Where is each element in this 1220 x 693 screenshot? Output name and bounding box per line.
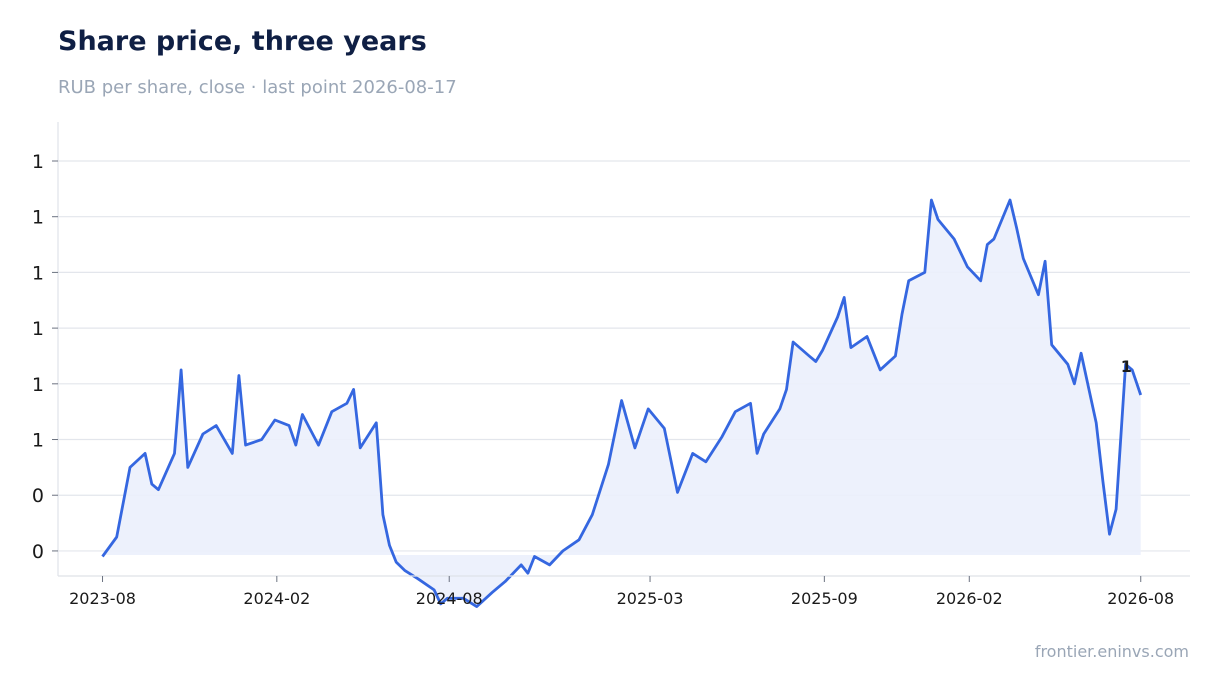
x-tick-label: 2026-02 [936, 589, 1003, 608]
x-tick-label: 2024-02 [243, 589, 310, 608]
chart-subtitle: RUB per share, close · last point 2026-0… [58, 77, 457, 98]
last-point-label: 1 [1121, 357, 1132, 376]
x-tick-label: 2023-08 [69, 589, 136, 608]
source-credit: frontier.eninvs.com [1034, 642, 1189, 661]
chart-title: Share price, three years [58, 26, 427, 57]
price-line [101, 198, 1143, 608]
axes [57, 122, 1190, 577]
y-tick-label: 0 [32, 541, 44, 563]
y-tick-label: 1 [32, 318, 44, 340]
y-tick-label: 1 [32, 151, 44, 173]
x-tick-label: 2025-09 [791, 589, 858, 608]
x-tick-label: 2024-08 [416, 589, 483, 608]
y-tick-label: 0 [32, 485, 44, 507]
x-tick-label: 2025-03 [617, 589, 684, 608]
y-tick-label: 1 [32, 430, 44, 452]
y-axis-ticks: 0 0 1 1 1 1 1 1 [32, 151, 58, 563]
y-tick-label: 1 [32, 374, 44, 396]
x-tick-label: 2026-08 [1107, 589, 1174, 608]
x-axis-ticks: 2023-08 2024-02 2024-08 2025-03 2025-09 2026-… [69, 576, 1174, 608]
y-tick-label: 1 [32, 207, 44, 229]
y-tick-label: 1 [32, 262, 44, 284]
